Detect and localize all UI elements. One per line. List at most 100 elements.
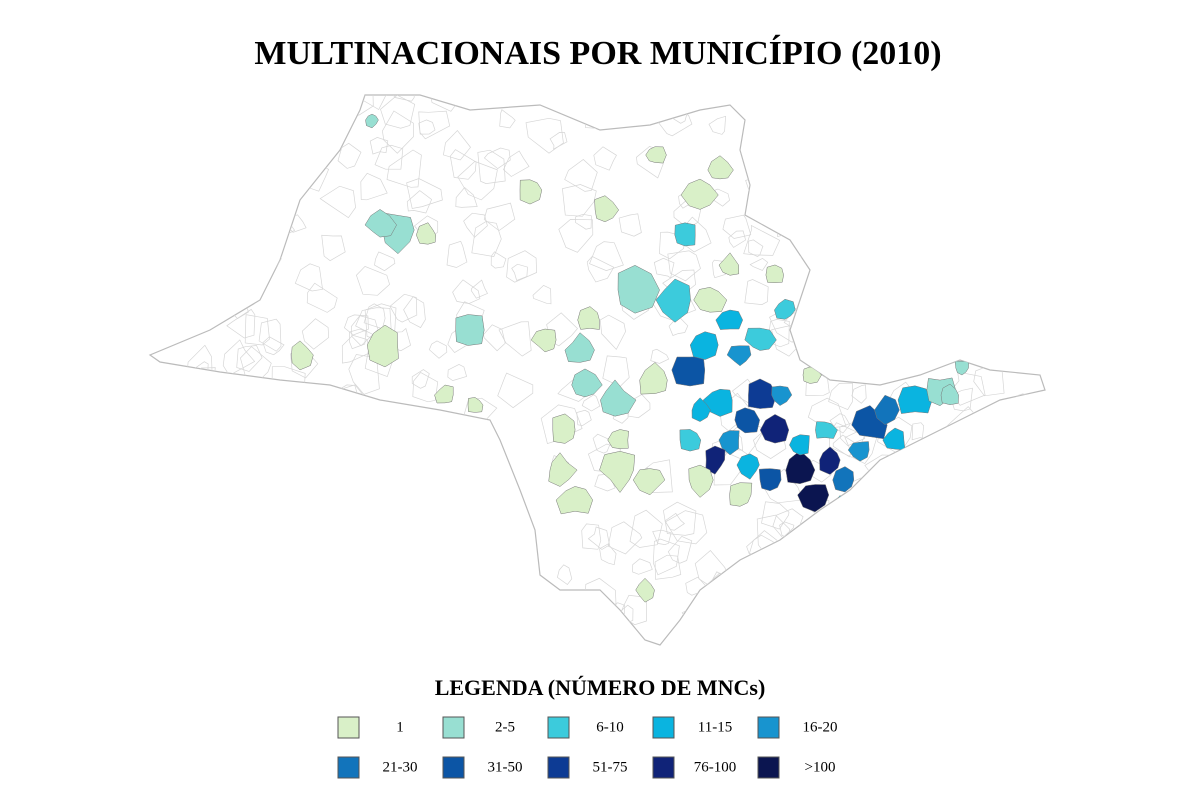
municipality-border bbox=[581, 394, 601, 412]
municipality-border bbox=[281, 161, 303, 186]
state-map bbox=[148, 94, 1046, 646]
municipality-border bbox=[525, 117, 564, 154]
municipality-border bbox=[232, 144, 257, 176]
municipality-border bbox=[470, 279, 488, 299]
municipality-border bbox=[765, 158, 792, 189]
municipality-border bbox=[497, 372, 534, 409]
municipality-border bbox=[943, 579, 963, 599]
municipality bbox=[594, 195, 620, 223]
municipality-border bbox=[826, 341, 851, 367]
municipality-border bbox=[936, 273, 958, 293]
municipality-border bbox=[215, 95, 240, 111]
municipality-border bbox=[362, 95, 387, 110]
municipality-border bbox=[1015, 95, 1045, 104]
municipality-border bbox=[307, 394, 341, 424]
municipality-border bbox=[150, 114, 175, 148]
municipality bbox=[548, 452, 578, 487]
legend-title: LEGENDA (NÚMERO DE MNCs) bbox=[435, 675, 766, 700]
municipality bbox=[774, 298, 796, 320]
municipality-border bbox=[911, 422, 925, 441]
municipality-border bbox=[532, 284, 552, 305]
legend-label: 31-50 bbox=[488, 759, 523, 775]
municipality bbox=[771, 385, 793, 406]
municipality-border bbox=[933, 507, 952, 528]
municipality-border bbox=[873, 574, 899, 593]
municipality-border bbox=[220, 508, 260, 546]
municipality-border bbox=[152, 295, 173, 314]
municipality-border bbox=[933, 322, 952, 341]
legend-label: 51-75 bbox=[593, 759, 628, 775]
legend-swatch bbox=[337, 756, 360, 779]
municipality-border bbox=[757, 96, 778, 118]
municipality bbox=[617, 265, 660, 314]
municipality-border bbox=[412, 371, 439, 403]
municipality bbox=[434, 384, 454, 404]
municipality-border bbox=[421, 428, 436, 446]
municipality-border bbox=[447, 364, 468, 381]
municipality-border bbox=[607, 521, 643, 555]
municipality bbox=[729, 482, 753, 507]
municipality-border bbox=[914, 463, 940, 491]
municipality-border bbox=[267, 172, 286, 192]
municipality-border bbox=[172, 121, 191, 141]
municipality-border bbox=[343, 314, 369, 336]
municipality-border bbox=[557, 564, 573, 585]
municipality bbox=[680, 178, 719, 210]
municipality bbox=[718, 252, 740, 276]
municipality-border bbox=[236, 345, 263, 372]
municipality-border bbox=[195, 114, 214, 134]
municipality bbox=[797, 484, 830, 513]
municipality-border bbox=[380, 95, 416, 129]
municipality-border bbox=[967, 171, 991, 196]
municipality-border bbox=[863, 479, 880, 499]
municipality-border bbox=[337, 631, 361, 645]
municipality-border bbox=[332, 501, 350, 523]
municipality-border bbox=[406, 178, 443, 209]
municipality-border bbox=[528, 618, 567, 645]
municipality-border bbox=[974, 95, 998, 121]
municipality-border bbox=[527, 609, 550, 631]
municipality-border bbox=[457, 160, 498, 201]
municipality-border bbox=[751, 156, 779, 181]
municipality-border bbox=[445, 635, 462, 645]
municipality-border bbox=[355, 265, 390, 296]
legend-swatch bbox=[757, 756, 780, 779]
municipality-border bbox=[221, 247, 243, 275]
municipality-border bbox=[341, 334, 371, 364]
municipality-border bbox=[749, 257, 769, 271]
municipality-border bbox=[244, 314, 270, 346]
municipality-border bbox=[185, 503, 199, 523]
municipality-border bbox=[888, 323, 908, 344]
municipality-border bbox=[547, 600, 565, 615]
municipality-border bbox=[488, 503, 505, 523]
municipality bbox=[607, 429, 629, 449]
municipality bbox=[718, 430, 740, 456]
legend-label: 16-20 bbox=[803, 719, 838, 735]
municipality-border bbox=[360, 172, 388, 201]
municipality-border bbox=[374, 251, 396, 272]
municipality-border bbox=[843, 616, 867, 645]
municipality-border bbox=[904, 168, 924, 195]
municipality-border bbox=[483, 147, 511, 170]
municipality bbox=[693, 287, 728, 313]
legend-label: 76-100 bbox=[694, 759, 737, 775]
municipality-border bbox=[930, 620, 968, 645]
municipality-border bbox=[482, 525, 505, 547]
municipality-border bbox=[722, 214, 752, 239]
municipality-border bbox=[929, 500, 948, 519]
municipality-border bbox=[767, 319, 790, 348]
municipality-border bbox=[652, 538, 680, 576]
municipality-border bbox=[965, 250, 993, 283]
municipality-border bbox=[258, 246, 282, 269]
municipality-border bbox=[750, 602, 768, 621]
municipality-border bbox=[710, 188, 730, 207]
municipality-border bbox=[824, 194, 844, 219]
municipality-border bbox=[1037, 198, 1045, 224]
municipality-border bbox=[250, 584, 275, 610]
municipality-border bbox=[274, 157, 298, 187]
municipality-border bbox=[744, 279, 769, 305]
municipality-border bbox=[392, 440, 421, 468]
legend-label: 2-5 bbox=[495, 719, 515, 735]
municipality-border bbox=[668, 315, 689, 336]
